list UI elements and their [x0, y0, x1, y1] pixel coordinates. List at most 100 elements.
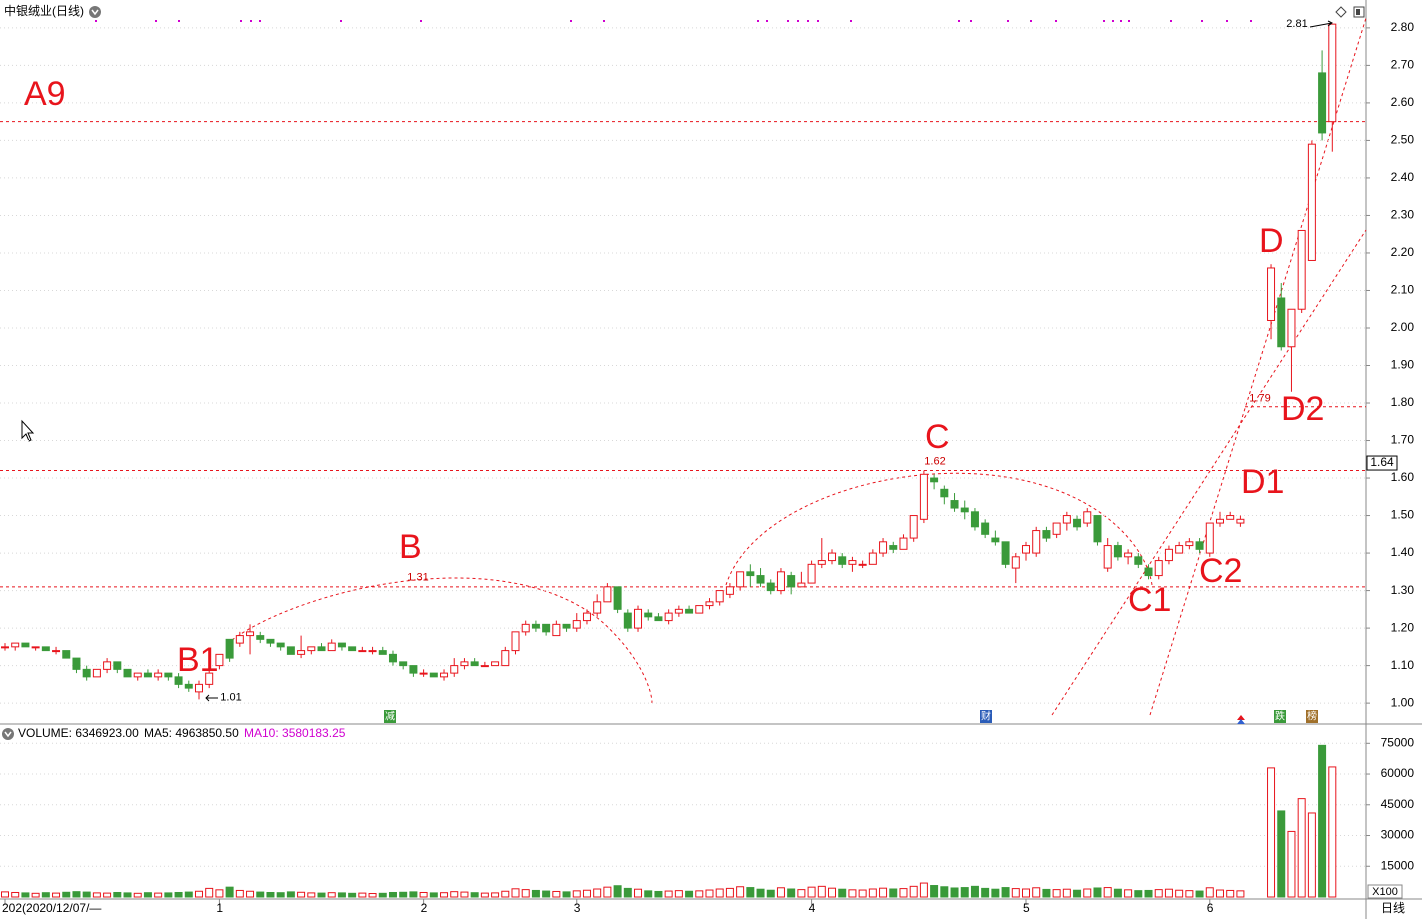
candle-body — [654, 616, 663, 622]
event-marker[interactable] — [980, 710, 992, 723]
annotation: B — [399, 528, 422, 566]
candle-body — [31, 646, 40, 649]
volume-bar — [337, 892, 346, 898]
event-dot — [817, 20, 819, 22]
volume-bar — [919, 882, 928, 898]
volume-bar — [1134, 890, 1143, 898]
event-dot — [603, 20, 605, 22]
candle-body — [480, 665, 489, 668]
candle-body — [307, 646, 316, 652]
volume-bar — [184, 891, 193, 898]
candle-body — [736, 571, 745, 588]
candle-body — [327, 642, 336, 652]
candle-body — [1073, 518, 1082, 528]
volume-bar — [828, 887, 837, 898]
volume-bar — [654, 890, 663, 898]
volume-bar — [1195, 890, 1204, 898]
candle-body — [695, 605, 704, 614]
candle-body — [62, 650, 71, 659]
event-dot — [259, 20, 261, 22]
volume-bar — [838, 888, 847, 898]
arc-b — [231, 577, 653, 704]
event-dot — [797, 20, 799, 22]
candle-body — [1175, 545, 1184, 554]
candle-body — [685, 608, 694, 614]
candle-body — [470, 661, 479, 667]
candle-body — [1093, 515, 1102, 543]
volume-bar — [981, 887, 990, 898]
y-tick-label: 2.80 — [1391, 20, 1415, 34]
volume-bar — [1062, 888, 1071, 898]
x-tick-label: 1 — [216, 901, 223, 915]
volume-bar — [1307, 812, 1316, 898]
event-marker[interactable] — [1306, 710, 1318, 723]
event-icon[interactable] — [1237, 715, 1245, 720]
candle-body — [1022, 545, 1030, 554]
title-menu-icon[interactable] — [89, 6, 101, 18]
candle-body — [409, 665, 418, 674]
event-dot — [250, 20, 252, 22]
candle-body — [1236, 518, 1245, 524]
volume-bar — [480, 892, 489, 898]
candle-body — [1, 646, 9, 649]
volume-bar — [256, 891, 265, 898]
candle-body — [1307, 143, 1316, 261]
volume-bar — [1032, 887, 1041, 898]
candle-body — [113, 661, 122, 670]
y-tick-label: 1.30 — [1391, 583, 1415, 597]
volume-bar — [1093, 887, 1102, 898]
candle-body — [1144, 567, 1153, 577]
volume-bar — [143, 892, 152, 898]
volume-bar — [1297, 798, 1306, 898]
volume-bar — [358, 892, 367, 898]
volume-bar — [623, 887, 632, 898]
volume-bar — [1185, 890, 1194, 898]
event-marker[interactable] — [384, 710, 396, 723]
diamond-icon[interactable] — [1335, 6, 1347, 18]
candle-body — [868, 552, 877, 565]
volume-bar — [582, 889, 591, 898]
event-marker[interactable] — [1274, 710, 1286, 723]
window-icon[interactable] — [1353, 6, 1365, 18]
candle-body — [1215, 518, 1224, 524]
volume-bar — [113, 891, 122, 898]
candle-body — [154, 672, 163, 678]
volume-bar — [1103, 887, 1112, 898]
event-dot — [570, 20, 572, 22]
annotation: D1 — [1241, 463, 1284, 501]
y-tick-label: 1.90 — [1391, 358, 1415, 372]
volume-bar — [858, 889, 867, 898]
volume-bar — [1042, 888, 1051, 898]
volume-bar — [1052, 889, 1061, 898]
volume-bar — [613, 885, 622, 898]
volume-bar — [297, 891, 306, 898]
event-dot — [958, 20, 960, 22]
volume-bar — [450, 891, 459, 898]
candle-body — [174, 676, 183, 685]
candle-body — [419, 672, 428, 675]
volume-menu-icon[interactable] — [2, 728, 14, 740]
candle-body — [919, 473, 928, 520]
volume-bar — [1011, 888, 1020, 898]
event-dot — [1170, 20, 1172, 22]
candle-body — [1297, 229, 1306, 310]
volume-bar — [103, 892, 112, 898]
volume-bar — [41, 892, 50, 898]
y-tick-label: 1.40 — [1391, 545, 1415, 559]
candle-body — [460, 661, 469, 667]
current-price-box — [1366, 455, 1398, 471]
candle-body — [1032, 530, 1041, 554]
event-dot — [1226, 20, 1228, 22]
candle-body — [838, 556, 847, 565]
candle-body — [215, 653, 224, 667]
event-dot — [178, 20, 180, 22]
candle-body — [909, 515, 918, 539]
x-tick-label: 3 — [574, 901, 581, 915]
candle-body — [715, 590, 724, 603]
candle-body — [133, 672, 142, 678]
candle-body — [1001, 541, 1010, 565]
candle-body — [246, 631, 255, 637]
y-tick-label: 2.30 — [1391, 208, 1415, 222]
candle-body — [960, 507, 969, 513]
window-icon-inner — [1356, 9, 1360, 15]
